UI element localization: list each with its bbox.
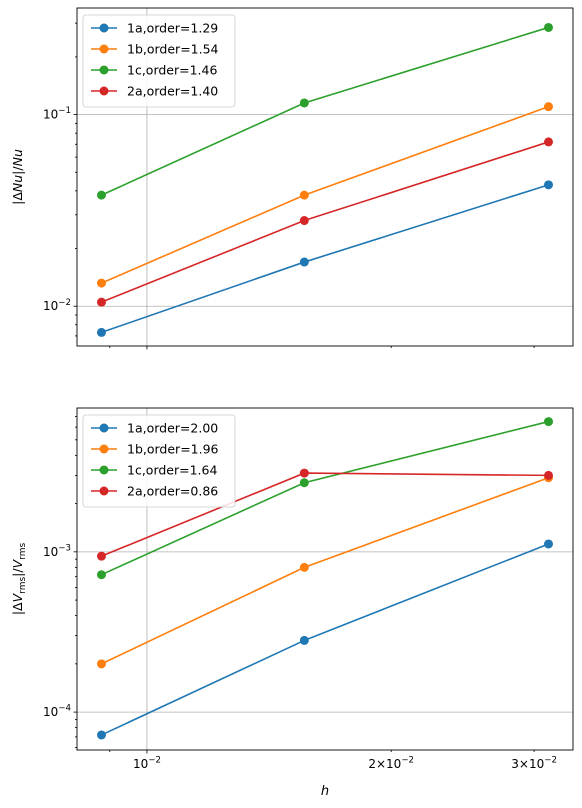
data-point — [543, 22, 553, 32]
axes-frame — [76, 7, 574, 347]
legend-marker — [99, 65, 109, 75]
legend-marker — [99, 44, 109, 54]
data-point — [543, 137, 553, 147]
y-tick-label: 10−3 — [43, 543, 71, 558]
data-point — [299, 257, 309, 267]
data-point — [96, 551, 106, 561]
data-point — [96, 278, 106, 288]
y-tick-label: 10−4 — [43, 704, 71, 719]
data-point — [299, 468, 309, 478]
legend: 1a,order=2.00 1b,order=1.96 1c,order=1.64 2… — [82, 414, 236, 508]
legend-box — [82, 14, 236, 108]
legend-label: 2a,order=0.86 — [127, 484, 218, 499]
data-point — [96, 327, 106, 337]
legend-label: 1b,order=1.54 — [127, 42, 219, 57]
legend-label: 1c,order=1.46 — [127, 63, 217, 78]
data-point — [96, 730, 106, 740]
legend: 1a,order=1.29 1b,order=1.54 1c,order=1.46 2… — [82, 14, 236, 108]
y-tick-label: 10−2 — [43, 298, 71, 313]
y-axis-label: |ΔNu|/Nu — [10, 149, 25, 205]
series — [96, 417, 553, 580]
legend-box — [82, 414, 236, 508]
data-point — [96, 570, 106, 580]
data-point — [299, 190, 309, 200]
series — [96, 180, 553, 337]
y-axis-label: |ΔVrms​|/Vrms​ — [10, 543, 28, 616]
series — [96, 22, 553, 200]
series — [96, 137, 553, 307]
legend-marker — [99, 86, 109, 96]
y-tick-label: 10−1 — [43, 106, 71, 121]
legend-label: 1b,order=1.96 — [127, 442, 219, 457]
data-point — [543, 180, 553, 190]
x-tick-label: 10−2 — [133, 756, 161, 771]
legend-label: 1a,order=1.29 — [127, 21, 218, 36]
data-point — [543, 417, 553, 427]
axes-frame — [76, 407, 574, 751]
data-point — [299, 635, 309, 645]
data-point — [299, 98, 309, 108]
top-panel: 10−2 10−1 |ΔNu|/Nu 1a,order=1.29 1b,order=1.… — [10, 7, 574, 350]
data-point — [543, 539, 553, 549]
series — [96, 539, 553, 740]
data-point — [96, 659, 106, 669]
legend-marker — [99, 23, 109, 33]
data-point — [299, 562, 309, 572]
data-point — [543, 470, 553, 480]
legend-marker — [99, 486, 109, 496]
series — [96, 468, 553, 561]
legend-marker — [99, 444, 109, 454]
data-point — [96, 190, 106, 200]
legend-label: 1a,order=2.00 — [127, 421, 218, 436]
series — [96, 102, 553, 288]
x-axis-label: h — [321, 784, 329, 799]
x-tick-label: 2×10−2 — [368, 756, 414, 771]
data-point — [543, 102, 553, 112]
legend-label: 1c,order=1.64 — [127, 463, 217, 478]
data-point — [96, 297, 106, 307]
legend-marker — [99, 465, 109, 475]
x-tick-label: 3×10−2 — [511, 756, 557, 771]
legend-marker — [99, 423, 109, 433]
legend-label: 2a,order=1.40 — [127, 84, 218, 99]
data-point — [299, 478, 309, 488]
data-point — [299, 216, 309, 226]
bottom-panel: 10−4 10−3 10−2 2×10−2 3×10−2 |ΔVrms​|/Vrms​ 1a… — [10, 407, 574, 771]
